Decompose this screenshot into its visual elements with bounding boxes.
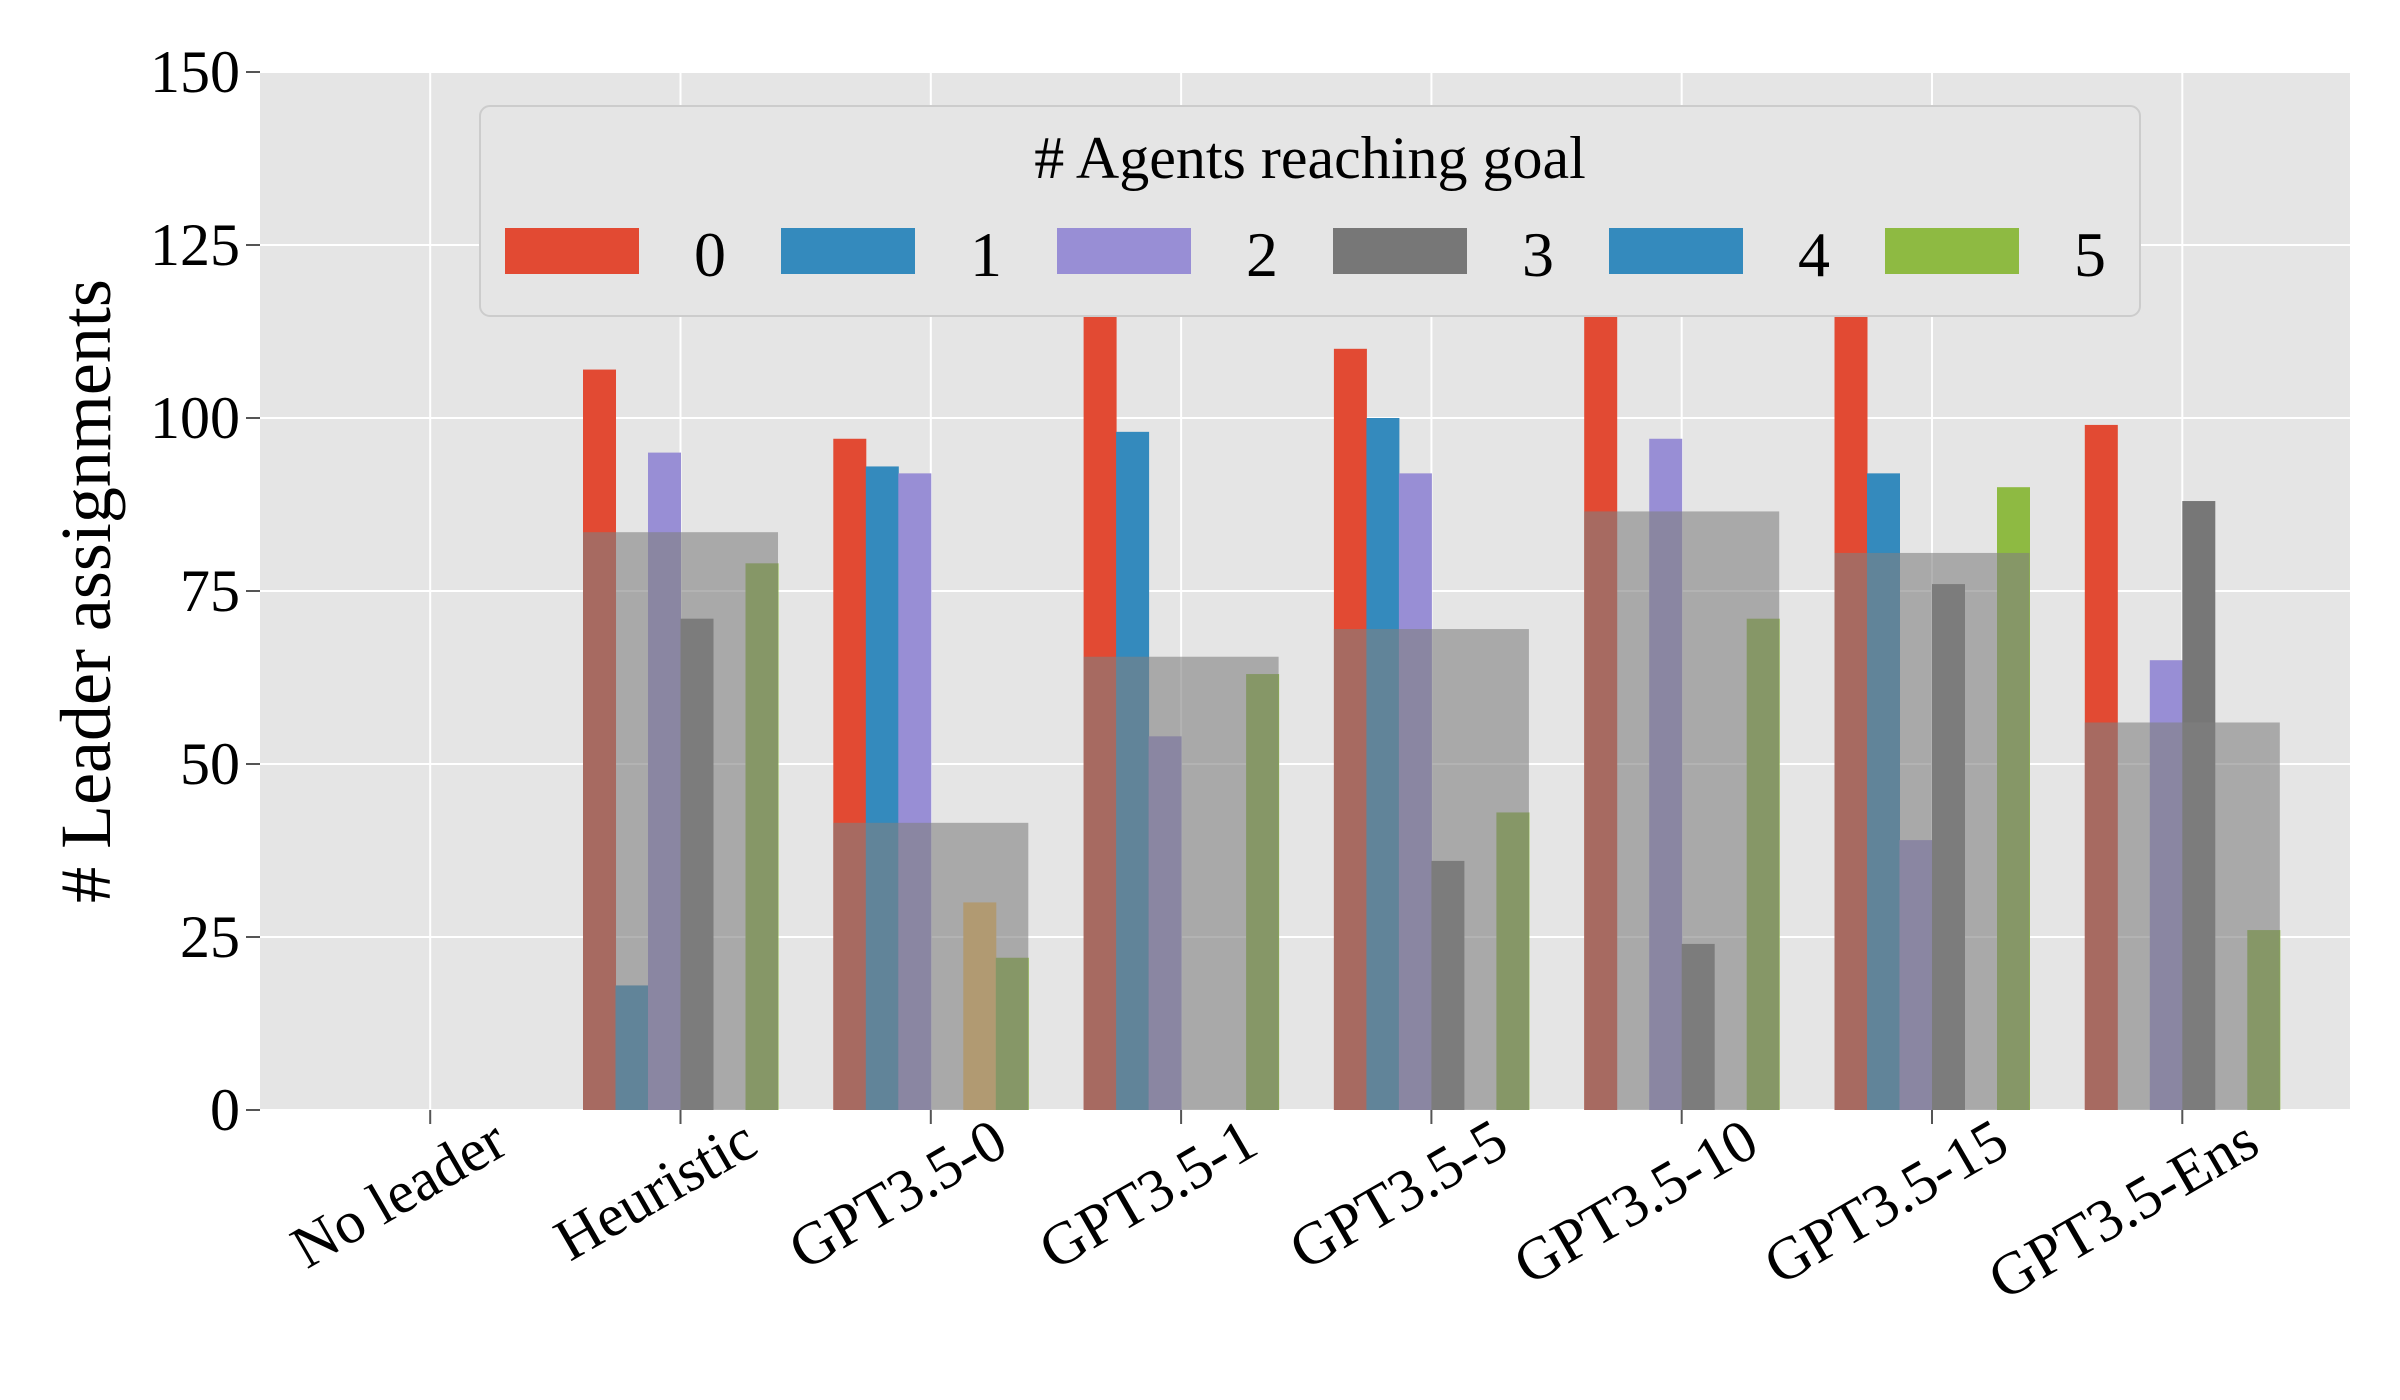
legend-title: # Agents reaching goal — [1034, 125, 1586, 191]
y-tick-label: 150 — [150, 39, 240, 105]
average-band — [1083, 656, 1279, 1110]
legend-label: 0 — [694, 219, 726, 290]
legend-label: 5 — [2074, 219, 2106, 290]
average-band — [833, 822, 1029, 1110]
average-band — [1834, 552, 2030, 1110]
x-tick-label: GPT3.5-10 — [1503, 1106, 1768, 1297]
legend-label: 4 — [1798, 219, 1830, 290]
legend-swatch — [505, 228, 639, 274]
average-band — [2084, 722, 2280, 1110]
legend-swatch — [1885, 228, 2019, 274]
x-tick-label: No leader — [280, 1106, 516, 1281]
average-band — [1333, 629, 1529, 1110]
average-band — [583, 532, 779, 1110]
y-tick-label: 50 — [180, 731, 240, 797]
average-bands — [583, 511, 2280, 1110]
y-tick-label: 100 — [150, 385, 240, 451]
legend-label: 1 — [970, 219, 1002, 290]
y-tick-label: 125 — [150, 212, 240, 278]
y-tick-label: 0 — [210, 1077, 240, 1143]
legend-swatch — [1609, 228, 1743, 274]
y-tick-label: 25 — [180, 904, 240, 970]
legend-label: 2 — [1246, 219, 1278, 290]
legend-label: 3 — [1522, 219, 1554, 290]
y-axis-label: # Leader assignments — [46, 279, 126, 903]
legend-swatch — [1333, 228, 1467, 274]
y-axis: 0 25 50 75 100 125 150 — [150, 39, 260, 1143]
legend-swatch — [1057, 228, 1191, 274]
x-tick-label: GPT3.5-Ens — [1977, 1106, 2268, 1312]
y-tick-label: 75 — [180, 558, 240, 624]
x-tick-label: GPT3.5-5 — [1278, 1106, 1517, 1282]
average-band — [1584, 511, 1780, 1110]
x-tick-label: GPT3.5-0 — [778, 1106, 1017, 1282]
x-tick-label: Heuristic — [544, 1106, 767, 1273]
x-tick-label: GPT3.5-1 — [1028, 1106, 1267, 1282]
legend-items: 0 1 2 3 4 5 — [505, 219, 2106, 290]
legend: # Agents reaching goal 0 1 2 3 4 5 — [479, 105, 2141, 317]
legend-swatch — [781, 228, 915, 274]
x-axis: No leader Heuristic GPT3.5-0 GPT3.5-1 GPT3.5… — [280, 1106, 2269, 1312]
x-tick-label: GPT3.5-15 — [1753, 1106, 2018, 1297]
